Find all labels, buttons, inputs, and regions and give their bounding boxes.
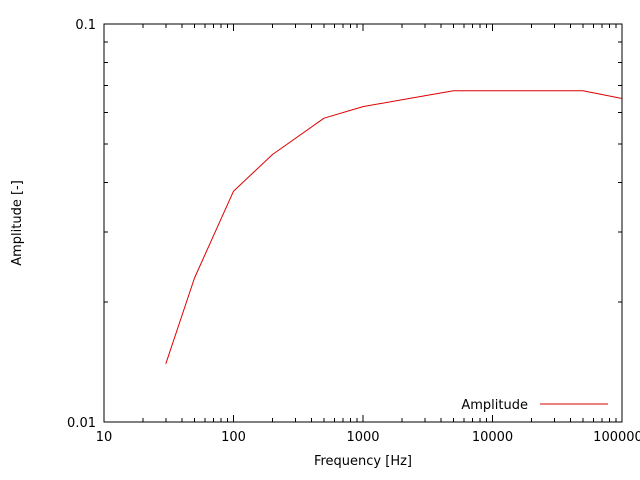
legend-label: Amplitude xyxy=(461,398,528,413)
x-tick-label-1000: 1000 xyxy=(346,430,379,445)
x-tick-label-10: 10 xyxy=(96,430,113,445)
data-series xyxy=(165,90,623,364)
x-tick-label-10000: 10000 xyxy=(472,430,513,445)
x-axis-title: Frequency [Hz] xyxy=(314,454,412,469)
x-tick-label-100000: 100000 xyxy=(593,430,640,445)
x-tick-label-100: 100 xyxy=(221,430,246,445)
y-axis-title: Amplitude [-] xyxy=(10,180,25,266)
y-tick-label-0.1: 0.1 xyxy=(75,18,96,33)
axis-ticks xyxy=(103,23,623,423)
y-tick-label-0.01: 0.01 xyxy=(67,416,96,431)
series-line-amplitude xyxy=(165,90,623,364)
plot-border xyxy=(103,23,623,423)
